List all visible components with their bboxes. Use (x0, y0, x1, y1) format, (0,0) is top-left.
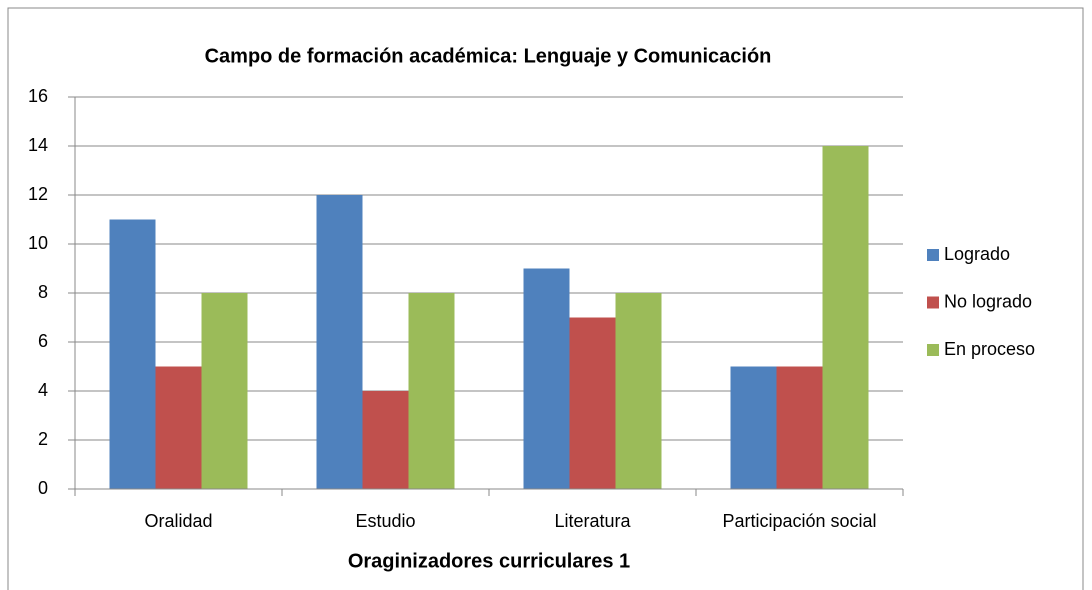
bar (316, 195, 363, 489)
bar (730, 366, 777, 489)
y-tick-label: 14 (28, 135, 48, 155)
legend-label: Logrado (944, 244, 1010, 264)
bar (155, 366, 202, 489)
x-tick-label: Literatura (554, 511, 631, 531)
legend-swatch (927, 296, 939, 309)
bar (523, 268, 570, 489)
x-axis-title: Oraginizadores curriculares 1 (348, 550, 630, 572)
bar (569, 317, 616, 489)
bar (822, 146, 869, 489)
bar (362, 391, 409, 489)
y-tick-label: 6 (38, 331, 48, 351)
legend-swatch (927, 344, 939, 356)
bar (201, 293, 248, 489)
y-tick-label: 0 (38, 478, 48, 498)
y-tick-label: 2 (38, 429, 48, 449)
chart-title: Campo de formación académica: Lenguaje y… (205, 45, 772, 67)
y-tick-label: 8 (38, 282, 48, 302)
bar (408, 293, 455, 489)
bar (109, 219, 156, 489)
x-tick-label: Estudio (355, 511, 416, 531)
y-tick-label: 12 (28, 184, 48, 204)
x-tick-label: Participación social (722, 511, 877, 531)
bar (776, 366, 823, 489)
legend-label: No logrado (944, 291, 1032, 311)
x-tick-label: Oralidad (144, 511, 213, 531)
legend-swatch (927, 249, 939, 261)
y-tick-label: 10 (28, 233, 48, 253)
y-tick-label: 16 (28, 86, 48, 106)
legend-label: En proceso (944, 339, 1035, 359)
y-tick-label: 4 (38, 380, 48, 400)
bar (615, 293, 662, 489)
